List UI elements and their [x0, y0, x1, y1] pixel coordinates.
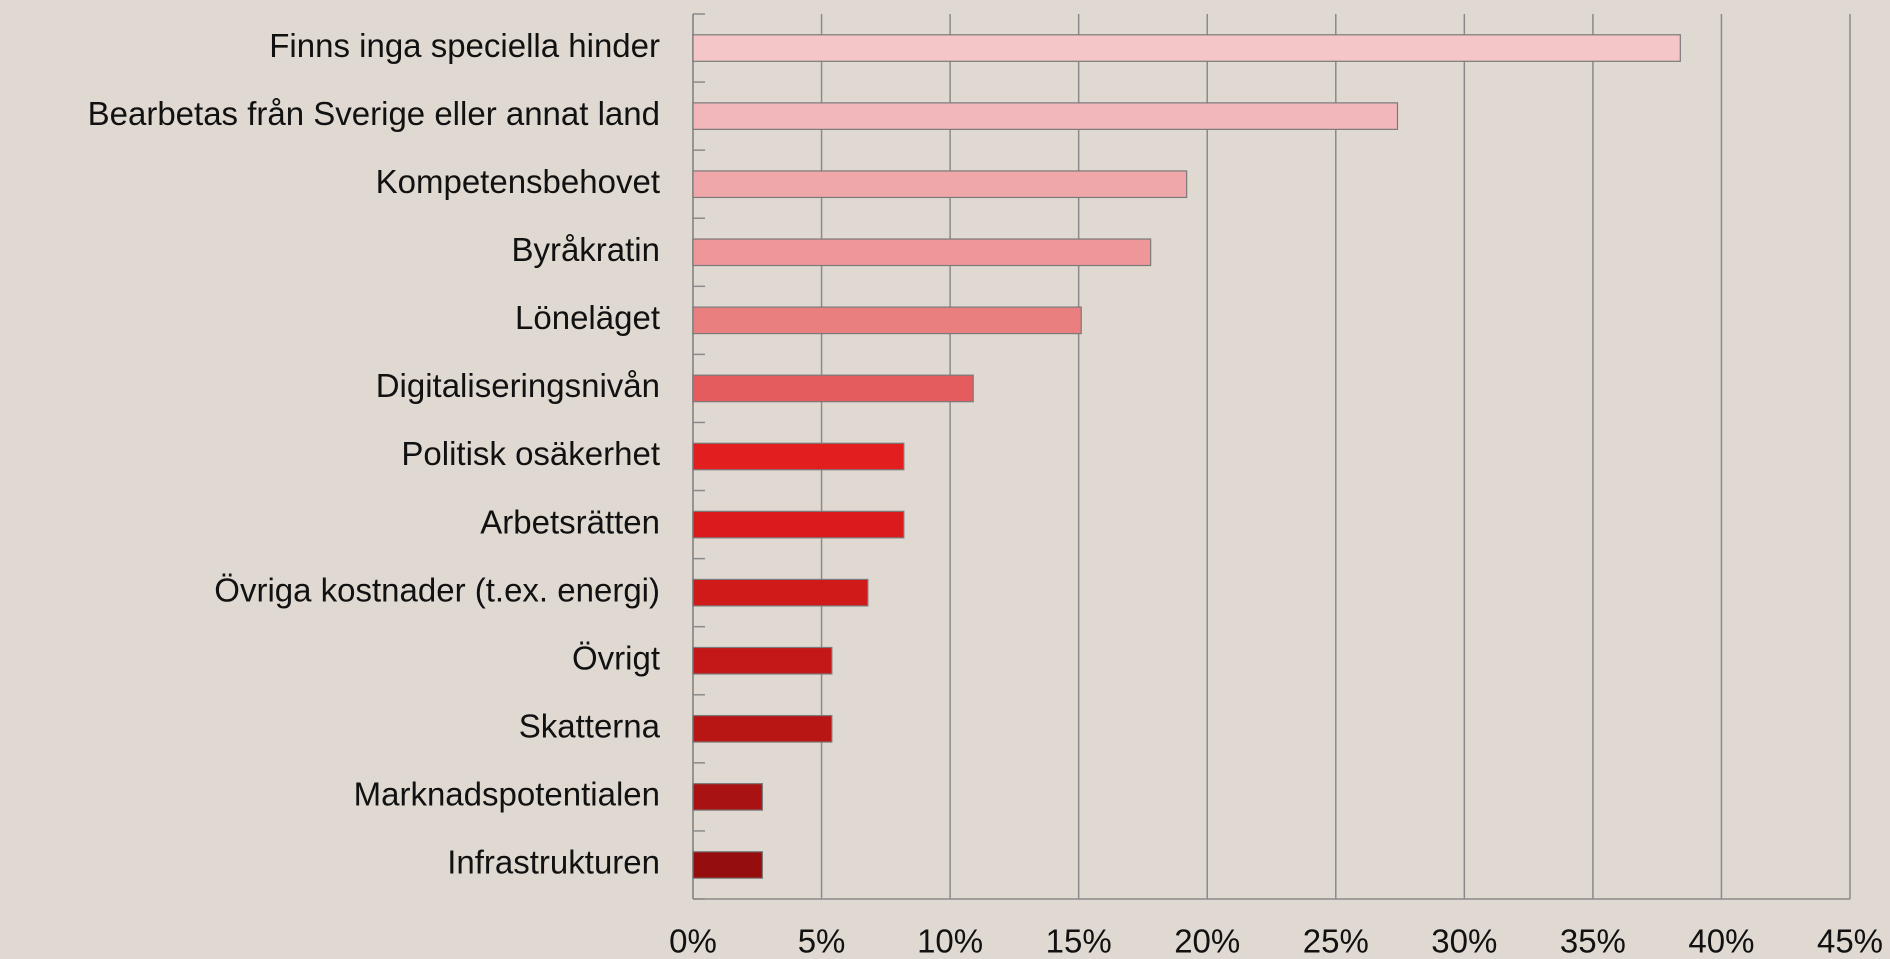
y-tick-label: Övriga kostnader (t.ex. energi) [214, 571, 660, 608]
y-tick-label: Finns inga speciella hinder [269, 27, 660, 64]
x-tick-label: 5% [798, 923, 846, 959]
x-tick-label: 15% [1046, 923, 1112, 959]
bar [692, 34, 1681, 62]
bar [692, 170, 1188, 199]
y-tick-label: Byråkratin [511, 231, 660, 268]
bar [692, 306, 1082, 335]
x-tick-label: 20% [1174, 923, 1240, 959]
y-tick-label: Övrigt [572, 639, 660, 676]
bar [692, 714, 833, 743]
y-tick-label: Arbetsrätten [480, 503, 660, 540]
bar [692, 374, 974, 403]
y-tick-label: Skatterna [519, 708, 661, 745]
bar [692, 510, 905, 539]
bar [692, 851, 764, 879]
x-tick-label: 45% [1817, 923, 1883, 959]
bar [692, 578, 869, 607]
y-tick-label: Bearbetas från Sverige eller annat land [88, 95, 660, 132]
x-tick-label: 25% [1303, 923, 1369, 959]
x-tick-label: 40% [1688, 923, 1754, 959]
y-tick-label: Politisk osäkerhet [401, 435, 660, 472]
bar [692, 102, 1399, 130]
y-tick-label: Digitaliseringsnivån [376, 367, 660, 404]
y-tick-label: Kompetensbehovet [376, 163, 660, 200]
x-tick-label: 0% [669, 923, 717, 959]
y-tick-label: Infrastrukturen [447, 844, 660, 881]
y-tick-label: Löneläget [515, 299, 660, 336]
x-tick-label: 35% [1560, 923, 1626, 959]
x-tick-label: 10% [917, 923, 983, 959]
bar [692, 646, 833, 675]
y-tick-label: Marknadspotentialen [354, 776, 660, 813]
bar [692, 442, 905, 471]
bar [692, 783, 764, 811]
x-tick-label: 30% [1431, 923, 1497, 959]
bar [692, 238, 1152, 267]
